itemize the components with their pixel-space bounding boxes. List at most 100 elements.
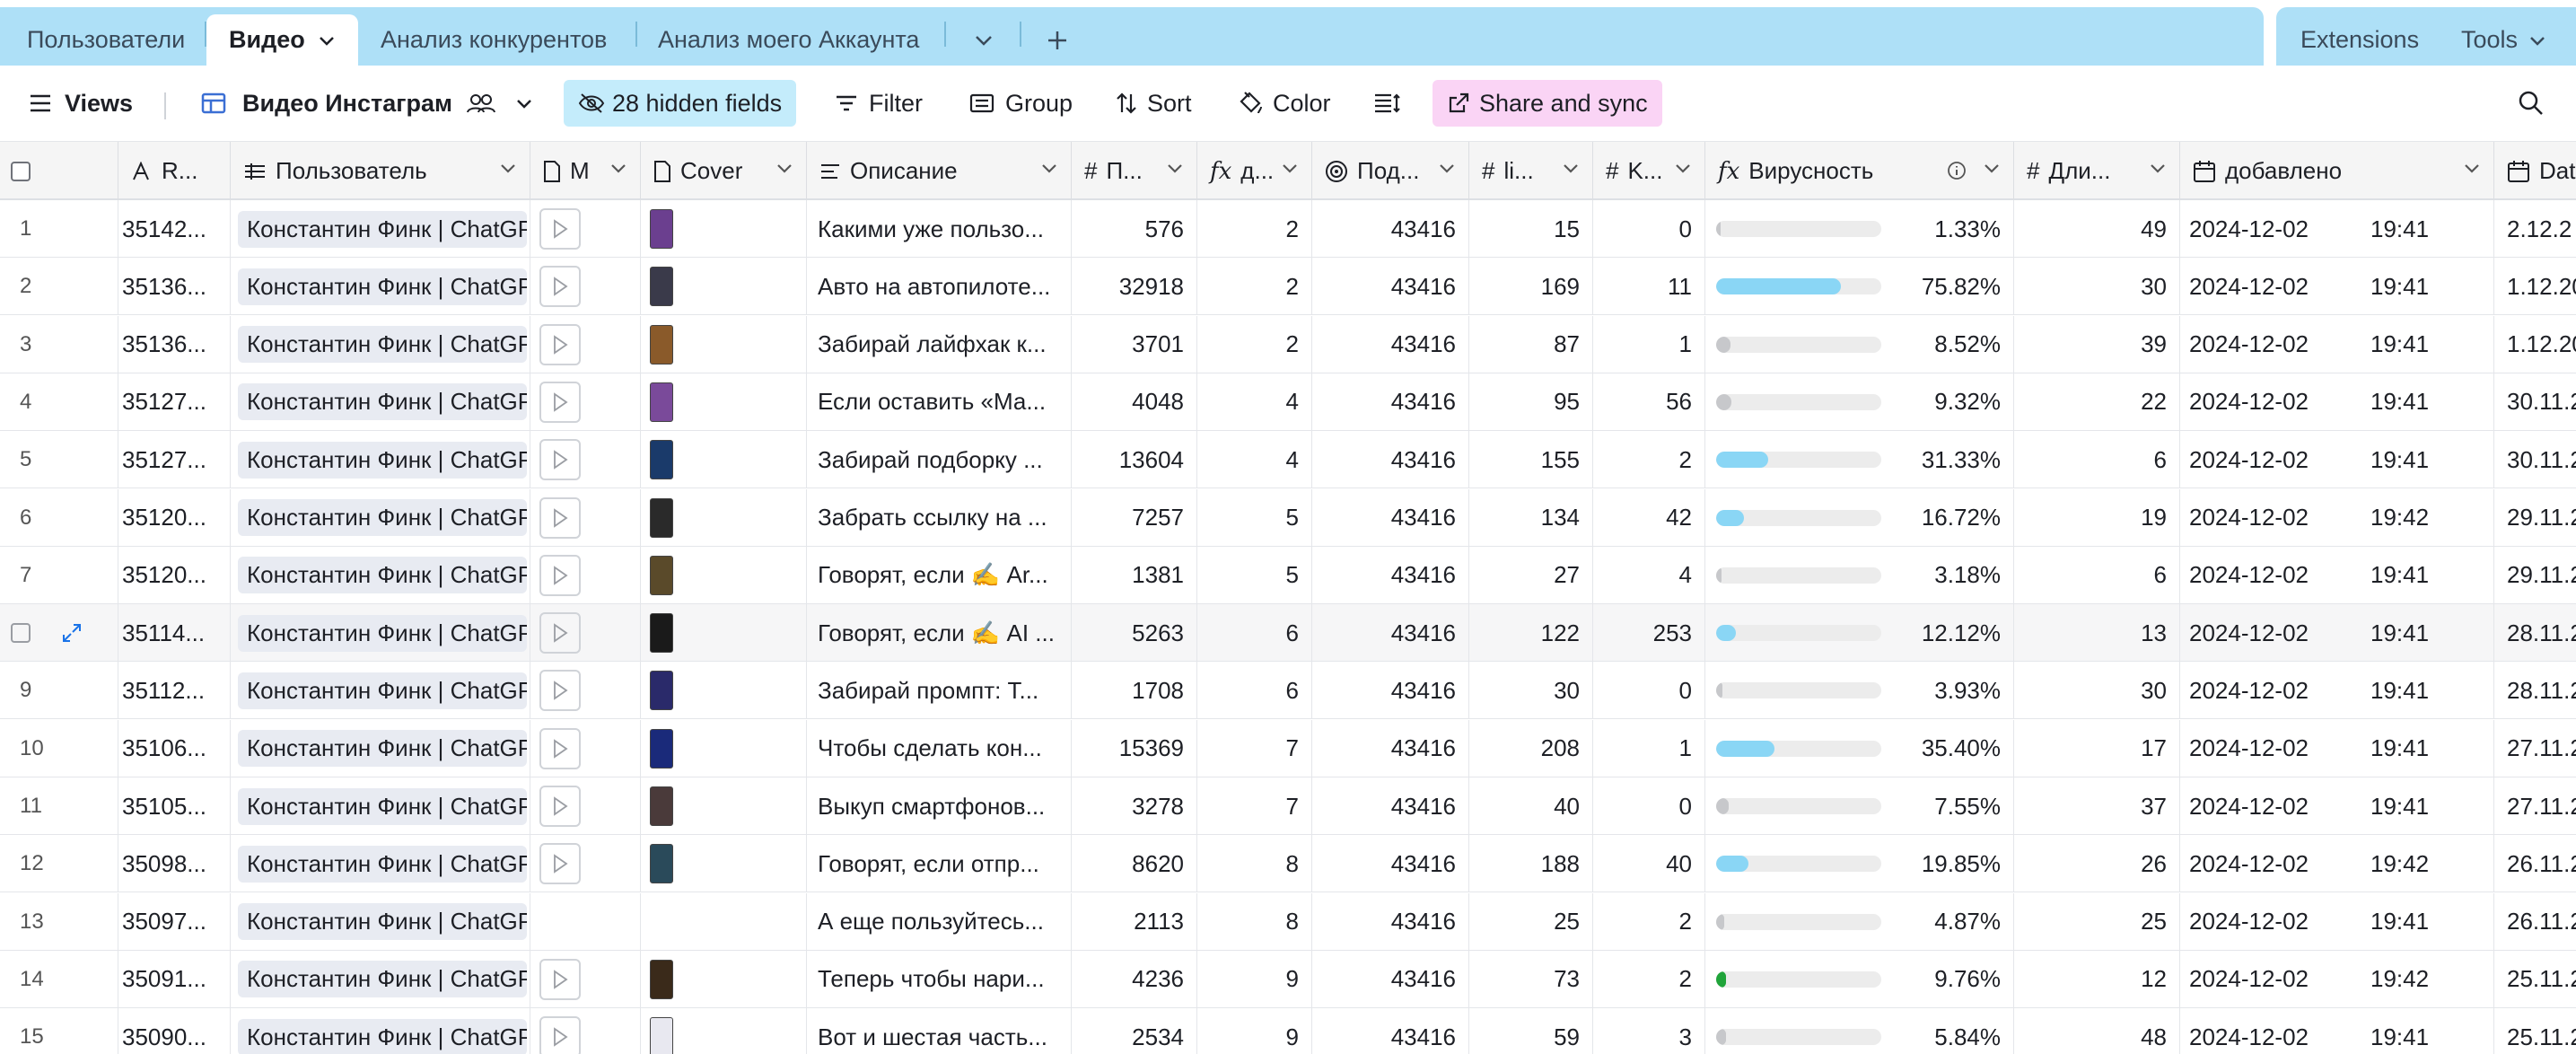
cover-cell[interactable] xyxy=(641,835,807,893)
description-cell[interactable]: Говорят, если отпр... xyxy=(807,835,1072,893)
row-checkbox[interactable] xyxy=(11,623,31,644)
linked-user-chip[interactable]: Константин Финк | ChatGPT xyxy=(238,961,527,998)
user-cell[interactable]: Константин Финк | ChatGPT xyxy=(231,892,530,951)
media-cell[interactable] xyxy=(530,200,641,258)
description-cell[interactable]: Вот и шестая часть... xyxy=(807,1008,1072,1054)
column-header-views[interactable]: # П... xyxy=(1072,142,1197,200)
description-cell[interactable]: А еще пользуйтесь... xyxy=(807,892,1072,951)
description-cell[interactable]: Забирай промпт: Т... xyxy=(807,662,1072,720)
added-cell[interactable]: 2024-12-02 19:41 xyxy=(2180,892,2494,951)
linked-user-chip[interactable]: Константин Финк | ChatGPT xyxy=(238,672,527,709)
view-switcher[interactable]: Видео Инстаграм xyxy=(201,80,533,127)
date-cell[interactable]: 28.11.2 xyxy=(2494,604,2576,662)
video-attachment[interactable] xyxy=(539,323,581,365)
linked-user-chip[interactable]: Константин Финк | ChatGPT xyxy=(238,903,527,941)
record-id-cell[interactable]: 35120... xyxy=(118,546,231,604)
table-row[interactable]: 10 35106... Константин Финк | ChatGPT Чт… xyxy=(0,719,2576,777)
record-id-cell[interactable]: 35105... xyxy=(118,777,231,835)
views-cell[interactable]: 3701 xyxy=(1072,315,1197,373)
views-cell[interactable]: 15369 xyxy=(1072,719,1197,777)
user-cell[interactable]: Константин Финк | ChatGPT xyxy=(231,315,530,373)
cover-cell[interactable] xyxy=(641,488,807,547)
comments-cell[interactable]: 4 xyxy=(1593,546,1705,604)
date-cell[interactable]: 30.11.2 xyxy=(2494,431,2576,488)
date-cell[interactable]: 29.11.2 xyxy=(2494,489,2576,547)
column-header-duration[interactable]: # Дли... xyxy=(2014,142,2180,200)
table-row[interactable]: 3 35136... Константин Финк | ChatGPT Заб… xyxy=(0,315,2576,373)
likes-cell[interactable]: 30 xyxy=(1469,662,1593,720)
cover-thumbnail[interactable] xyxy=(650,209,673,249)
cover-cell[interactable] xyxy=(641,604,807,663)
linked-user-chip[interactable]: Константин Финк | ChatGPT xyxy=(238,557,527,594)
views-button[interactable]: Views xyxy=(29,80,133,127)
media-cell[interactable] xyxy=(530,431,641,489)
media-cell[interactable] xyxy=(530,258,641,316)
user-cell[interactable]: Константин Финк | ChatGPT xyxy=(231,835,530,893)
comments-cell[interactable]: 2 xyxy=(1593,431,1705,489)
views-cell[interactable]: 3278 xyxy=(1072,777,1197,835)
added-cell[interactable]: 2024-12-02 19:41 xyxy=(2180,373,2494,431)
tab-users[interactable]: Пользователи xyxy=(27,14,185,66)
description-cell[interactable]: Если оставить «Ма... xyxy=(807,373,1072,431)
column-header-subscribers[interactable]: Под... xyxy=(1312,142,1469,200)
description-cell[interactable]: Чтобы сделать кон... xyxy=(807,719,1072,777)
media-cell[interactable] xyxy=(530,373,641,431)
table-row[interactable]: 12 35098... Константин Финк | ChatGPT Го… xyxy=(0,835,2576,893)
user-cell[interactable]: Константин Финк | ChatGPT xyxy=(231,200,530,258)
comments-cell[interactable]: 42 xyxy=(1593,488,1705,547)
date-cell[interactable]: 2.12.2 xyxy=(2494,200,2576,258)
user-cell[interactable]: Константин Финк | ChatGPT xyxy=(231,604,530,663)
video-attachment[interactable] xyxy=(539,958,581,1000)
column-header-user[interactable]: Пользователь xyxy=(231,142,530,200)
linked-user-chip[interactable]: Константин Финк | ChatGPT xyxy=(238,441,527,479)
description-cell[interactable]: Говорят, если ✍️ Ar... xyxy=(807,546,1072,604)
record-id-cell[interactable]: 35090... xyxy=(118,1008,231,1054)
date-cell[interactable]: 30.11.2 xyxy=(2494,373,2576,431)
row-height-button[interactable] xyxy=(1373,80,1402,127)
table-row[interactable]: 7 35120... Константин Финк | ChatGPT Гов… xyxy=(0,546,2576,604)
views-cell[interactable]: 8620 xyxy=(1072,835,1197,893)
date-cell[interactable]: 25.11.2 xyxy=(2494,1008,2576,1054)
date-cell[interactable]: 1.12.20 xyxy=(2494,258,2576,315)
media-cell[interactable] xyxy=(530,662,641,720)
table-row[interactable]: 9 35112... Константин Финк | ChatGPT Заб… xyxy=(0,662,2576,720)
user-cell[interactable]: Константин Финк | ChatGPT xyxy=(231,373,530,431)
user-cell[interactable]: Константин Финк | ChatGPT xyxy=(231,546,530,604)
added-cell[interactable]: 2024-12-02 19:41 xyxy=(2180,200,2494,258)
description-cell[interactable]: Какими уже пользо... xyxy=(807,200,1072,258)
comments-cell[interactable]: 3 xyxy=(1593,1008,1705,1054)
comments-cell[interactable]: 0 xyxy=(1593,662,1705,720)
views-cell[interactable]: 576 xyxy=(1072,200,1197,258)
cover-cell[interactable] xyxy=(641,315,807,373)
table-row[interactable]: 4 35127... Константин Финк | ChatGPT Есл… xyxy=(0,373,2576,431)
user-cell[interactable]: Константин Финк | ChatGPT xyxy=(231,777,530,835)
cover-cell[interactable] xyxy=(641,258,807,316)
comments-cell[interactable]: 11 xyxy=(1593,258,1705,316)
tab-my-account[interactable]: Анализ моего Аккаунта xyxy=(658,14,919,66)
cover-thumbnail[interactable] xyxy=(650,382,673,422)
column-header-virality[interactable]: fx Вирусность xyxy=(1705,142,2014,200)
video-attachment[interactable] xyxy=(539,439,581,481)
comments-cell[interactable]: 0 xyxy=(1593,777,1705,835)
views-cell[interactable]: 1708 xyxy=(1072,662,1197,720)
filter-button[interactable]: Filter xyxy=(835,80,923,127)
cover-thumbnail[interactable] xyxy=(650,1017,673,1054)
record-id-cell[interactable]: 35114... xyxy=(118,604,231,663)
media-cell[interactable] xyxy=(530,1008,641,1054)
user-cell[interactable]: Константин Финк | ChatGPT xyxy=(231,431,530,489)
comments-cell[interactable]: 1 xyxy=(1593,719,1705,777)
table-row[interactable]: 11 35105... Константин Финк | ChatGPT Вы… xyxy=(0,777,2576,835)
comments-cell[interactable]: 2 xyxy=(1593,950,1705,1008)
views-cell[interactable]: 7257 xyxy=(1072,488,1197,547)
cover-cell[interactable] xyxy=(641,431,807,489)
linked-user-chip[interactable]: Константин Финк | ChatGPT xyxy=(238,730,527,768)
views-cell[interactable]: 4236 xyxy=(1072,950,1197,1008)
likes-cell[interactable]: 208 xyxy=(1469,719,1593,777)
table-row[interactable]: 14 35091... Константин Финк | ChatGPT Те… xyxy=(0,950,2576,1008)
video-attachment[interactable] xyxy=(539,612,581,654)
date-cell[interactable]: 25.11.2 xyxy=(2494,951,2576,1008)
column-header-likes[interactable]: # li... xyxy=(1469,142,1593,200)
media-cell[interactable] xyxy=(530,604,641,663)
info-icon[interactable] xyxy=(1947,161,1967,180)
likes-cell[interactable]: 169 xyxy=(1469,258,1593,316)
